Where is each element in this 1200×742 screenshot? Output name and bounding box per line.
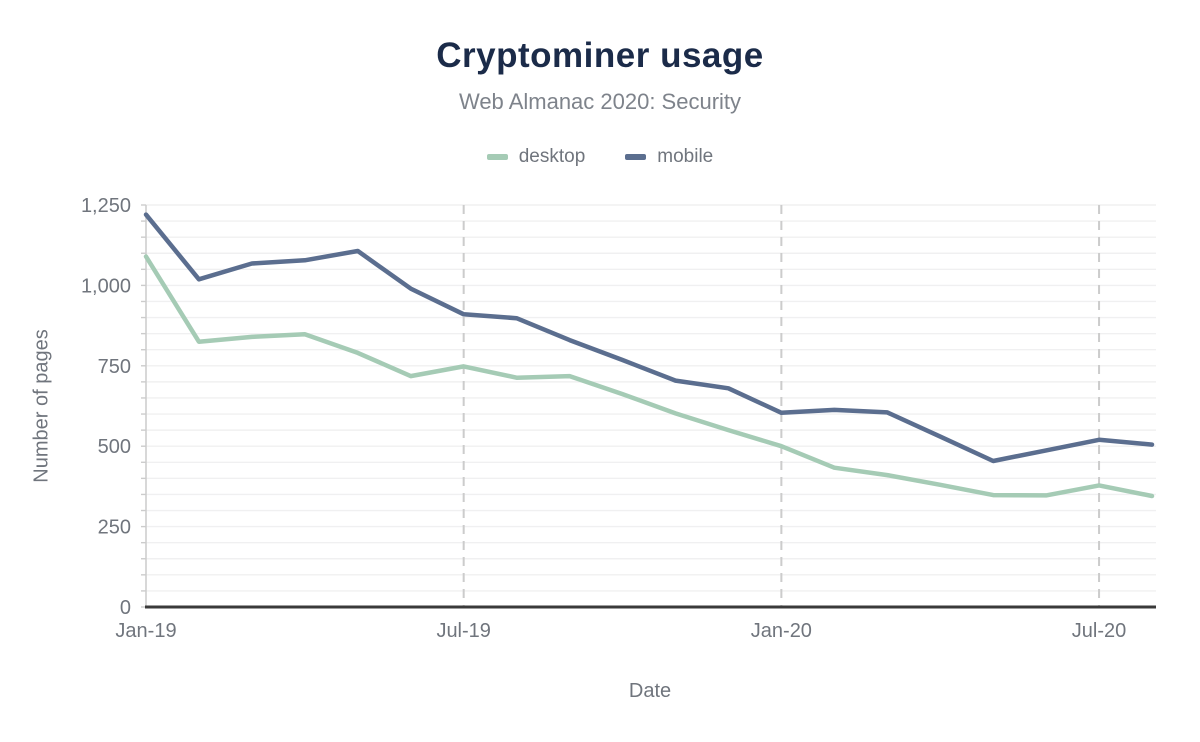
- mobile-legend-label: mobile: [657, 146, 714, 167]
- desktop-legend-swatch-icon: [486, 154, 508, 160]
- legend-item-mobile[interactable]: mobile: [625, 146, 713, 168]
- y-tick-label: 1,250: [81, 195, 131, 217]
- x-tick-label: Jan-20: [751, 620, 812, 642]
- y-axis-title: Number of pages: [30, 329, 53, 483]
- y-tick-label: 500: [98, 436, 131, 458]
- legend: desktop mobile: [0, 146, 1200, 168]
- x-tick-label: Jul-19: [436, 620, 490, 642]
- desktop-legend-label: desktop: [518, 146, 586, 167]
- desktop-line: [143, 254, 1155, 499]
- x-axis-title: Date: [628, 680, 672, 702]
- x-tick-label: Jul-20: [1072, 620, 1126, 642]
- y-tick-label: 1,000: [81, 275, 131, 297]
- chart-title: Cryptominer usage: [436, 36, 764, 75]
- x-tick-label: Jan-19: [115, 620, 176, 642]
- y-tick-label: 750: [98, 356, 131, 378]
- chart-subtitle: Web Almanac 2020: Security: [458, 89, 742, 114]
- y-tick-label: 250: [98, 517, 131, 539]
- legend-item-desktop[interactable]: desktop: [486, 146, 586, 168]
- mobile-legend-swatch-icon: [625, 154, 647, 160]
- y-tick-label: 0: [120, 597, 131, 619]
- mobile-line: [143, 212, 1155, 464]
